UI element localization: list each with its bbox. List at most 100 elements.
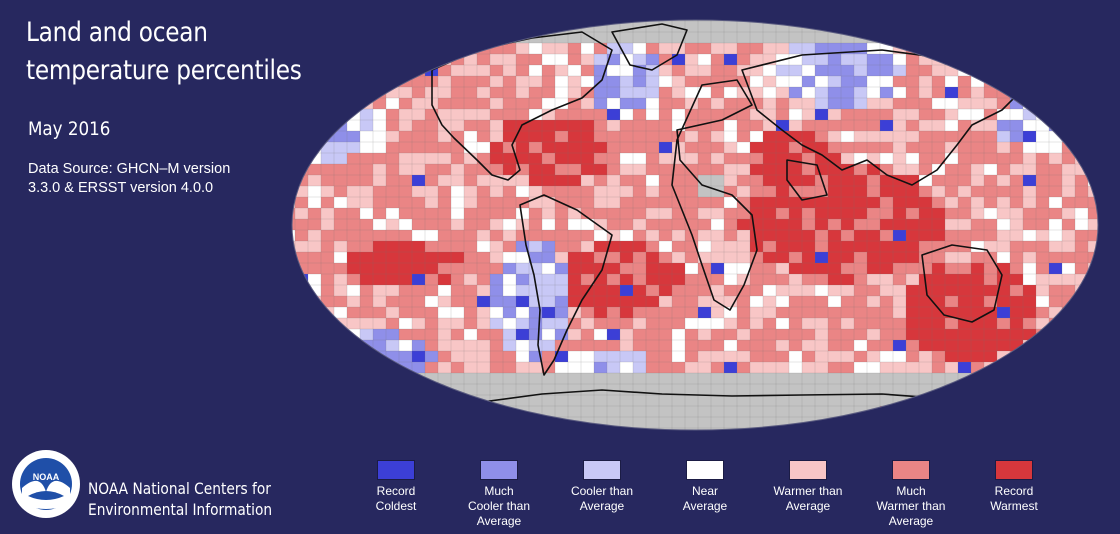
grid-cell — [880, 43, 893, 54]
grid-cell — [724, 417, 737, 428]
grid-cell — [984, 186, 997, 197]
grid-cell — [1049, 219, 1062, 230]
grid-cell — [763, 54, 776, 65]
grid-cell — [971, 175, 984, 186]
grid-cell — [295, 252, 308, 263]
grid-cell — [724, 32, 737, 43]
grid-cell — [672, 252, 685, 263]
grid-cell — [321, 241, 334, 252]
grid-cell — [750, 340, 763, 351]
grid-cell — [1023, 142, 1036, 153]
grid-cell — [568, 252, 581, 263]
grid-cell — [919, 373, 932, 384]
grid-cell — [880, 98, 893, 109]
grid-cell — [555, 142, 568, 153]
grid-cell — [984, 131, 997, 142]
grid-cell — [620, 32, 633, 43]
grid-cell — [542, 252, 555, 263]
grid-cell — [802, 186, 815, 197]
grid-cell — [880, 373, 893, 384]
grid-cell — [334, 164, 347, 175]
grid-cell — [1036, 285, 1049, 296]
legend-label: Warmest — [990, 499, 1038, 513]
grid-cell — [373, 219, 386, 230]
grid-cell — [971, 285, 984, 296]
grid-cell — [711, 362, 724, 373]
grid-cell — [815, 186, 828, 197]
grid-cell — [997, 142, 1010, 153]
grid-cell — [711, 406, 724, 417]
grid-cell — [776, 21, 789, 32]
grid-cell — [373, 131, 386, 142]
grid-cell — [542, 164, 555, 175]
grid-cell — [802, 373, 815, 384]
grid-cell — [529, 164, 542, 175]
grid-cell — [1036, 274, 1049, 285]
grid-cell — [659, 318, 672, 329]
grid-cell — [724, 54, 737, 65]
grid-cell — [503, 76, 516, 87]
grid-cell — [490, 197, 503, 208]
grid-cell — [685, 43, 698, 54]
grid-cell — [321, 197, 334, 208]
grid-cell — [607, 120, 620, 131]
grid-cell — [789, 76, 802, 87]
grid-cell — [945, 318, 958, 329]
grid-cell — [828, 208, 841, 219]
grid-cell — [893, 142, 906, 153]
grid-cell — [802, 230, 815, 241]
grid-cell — [698, 109, 711, 120]
grid-cell — [477, 329, 490, 340]
grid-cell — [399, 208, 412, 219]
grid-cell — [659, 175, 672, 186]
grid-cell — [945, 219, 958, 230]
grid-cell — [516, 142, 529, 153]
grid-cell — [945, 274, 958, 285]
grid-cell — [841, 252, 854, 263]
grid-cell — [932, 274, 945, 285]
grid-cell — [1049, 164, 1062, 175]
grid-cell — [581, 329, 594, 340]
grid-cell — [633, 98, 646, 109]
grid-cell — [594, 406, 607, 417]
grid-cell — [1036, 263, 1049, 274]
grid-cell — [451, 252, 464, 263]
grid-cell — [971, 241, 984, 252]
grid-cell — [984, 98, 997, 109]
grid-cell — [880, 351, 893, 362]
grid-cell — [698, 362, 711, 373]
grid-cell — [776, 274, 789, 285]
grid-cell — [932, 296, 945, 307]
grid-cell — [646, 340, 659, 351]
grid-cell — [880, 197, 893, 208]
grid-cell — [659, 340, 672, 351]
grid-cell — [620, 241, 633, 252]
grid-cell — [1036, 142, 1049, 153]
grid-cell — [659, 285, 672, 296]
grid-cell — [841, 351, 854, 362]
grid-cell — [737, 142, 750, 153]
grid-cell — [919, 340, 932, 351]
grid-cell — [1023, 252, 1036, 263]
grid-cell — [711, 351, 724, 362]
grid-cell — [841, 186, 854, 197]
grid-cell — [464, 87, 477, 98]
grid-cell — [529, 197, 542, 208]
grid-cell — [568, 395, 581, 406]
grid-cell — [1049, 296, 1062, 307]
grid-cell — [503, 395, 516, 406]
grid-cell — [503, 241, 516, 252]
grid-cell — [750, 65, 763, 76]
grid-cell — [412, 87, 425, 98]
grid-cell — [841, 32, 854, 43]
grid-cell — [646, 21, 659, 32]
grid-cell — [594, 351, 607, 362]
grid-cell — [620, 351, 633, 362]
grid-cell — [737, 43, 750, 54]
grid-cell — [1062, 241, 1075, 252]
grid-cell — [529, 186, 542, 197]
grid-cell — [789, 285, 802, 296]
grid-cell — [464, 153, 477, 164]
grid-cell — [815, 54, 828, 65]
grid-cell — [672, 109, 685, 120]
